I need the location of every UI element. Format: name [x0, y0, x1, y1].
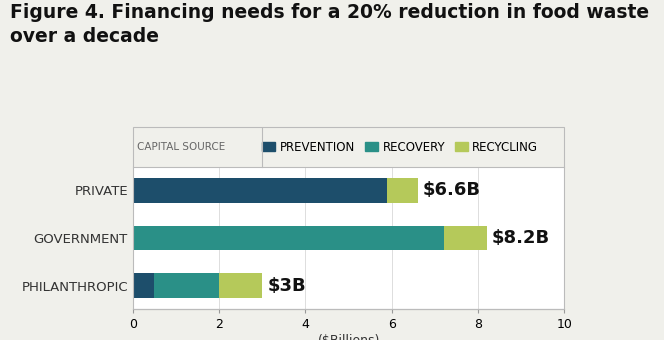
Bar: [133, 273, 155, 298]
Bar: [219, 273, 262, 298]
Legend: PREVENTION, RECOVERY, RECYCLING: PREVENTION, RECOVERY, RECYCLING: [258, 136, 543, 158]
Bar: [444, 226, 487, 250]
Text: $8.2B: $8.2B: [492, 229, 550, 247]
Bar: [133, 226, 444, 250]
Text: $6.6B: $6.6B: [423, 182, 481, 199]
Text: CAPITAL SOURCE: CAPITAL SOURCE: [137, 142, 225, 152]
Text: $3B: $3B: [268, 277, 306, 294]
Bar: [155, 273, 219, 298]
Text: Figure 4. Financing needs for a 20% reduction in food waste
over a decade: Figure 4. Financing needs for a 20% redu…: [10, 3, 649, 46]
Bar: [133, 178, 388, 203]
X-axis label: ($Billions): ($Billions): [317, 334, 380, 340]
Bar: [388, 178, 418, 203]
